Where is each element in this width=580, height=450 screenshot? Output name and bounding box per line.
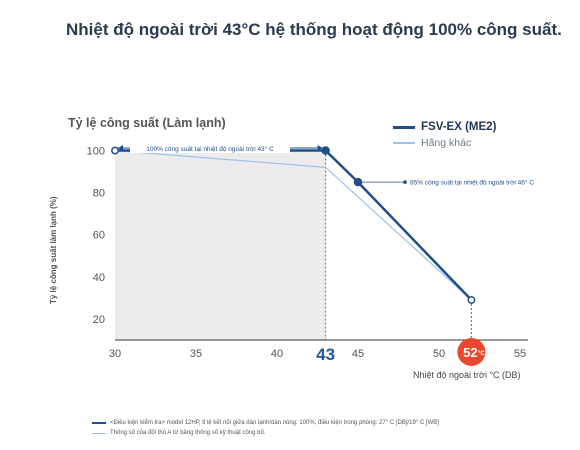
x-tick-label-0: 30 [109,348,121,360]
legend-item-main: FSV-EX (ME2) [393,119,496,135]
footnote-swatch-other [92,432,106,434]
series-point-1 [321,146,330,155]
annotation-arrow-head-left [118,145,123,151]
page-headline: Nhiệt độ ngoài trời 43°C hệ thống hoạt đ… [66,20,562,39]
legend-item-other: Hãng khác [393,135,496,151]
x-tick-label-1: 35 [190,348,202,360]
footnote-swatch-main [92,422,106,424]
legend-label-main: FSV-EX (ME2) [421,121,497,133]
annotation-text-85: 85% công suất tại nhiệt độ ngoài trời 46… [410,178,534,187]
y-tick-label-0: 20 [93,314,105,326]
annotation-arrow-head-right [317,145,323,151]
annotation-pointer-85-dot [403,180,407,184]
y-axis-label: Tỷ lệ công suất làm lạnh (%) [49,196,58,304]
chart-legend: FSV-EX (ME2) Hãng khác [393,119,496,151]
series-point-2 [353,177,363,187]
footnote-other: Thông số của đối thủ A từ bảng thông số … [92,428,439,438]
legend-swatch-main [393,125,415,129]
series-line-1 [114,149,472,301]
y-tick-label-1: 40 [93,272,105,284]
footnote-text-main: <Điều kiện kiểm tra> model 12HP, tỉ lệ k… [110,420,439,426]
highlight-x-label: 43 [316,345,335,364]
legend-label-other: Hãng khác [421,137,472,149]
badge-52-unit: °C [478,351,485,357]
shaded-region [115,150,326,340]
x-tick-label-3: 45 [352,348,364,360]
x-tick-label-4: 50 [433,348,445,360]
y-tick-label-3: 80 [93,188,105,200]
badge-52-circle [457,338,486,366]
x-tick-label-2: 40 [271,348,283,360]
series-point-3 [467,296,476,304]
y-tick-label-2: 60 [93,230,105,242]
legend-swatch-other [393,142,415,144]
badge-52-value: 52 [463,345,477,360]
x-axis-label: Nhiệt độ ngoài trời °C (DB) [413,370,521,380]
footnote-main: <Điều kiện kiểm tra> model 12HP, tỉ lệ k… [92,418,439,428]
chart-title: Tỷ lệ công suất (Làm lạnh) [68,116,226,130]
annotation-text-100: 100% công suất tại nhiệt độ ngoài trời 4… [146,144,274,153]
y-tick-label-4: 100 [87,146,105,158]
footnotes: <Điều kiện kiểm tra> model 12HP, tỉ lệ k… [92,418,439,438]
x-tick-label-5: 55 [514,348,526,360]
annotation-100-bg [130,142,290,153]
series-point-0 [111,146,119,155]
footnote-text-other: Thông số của đối thủ A từ bảng thông số … [110,430,266,436]
